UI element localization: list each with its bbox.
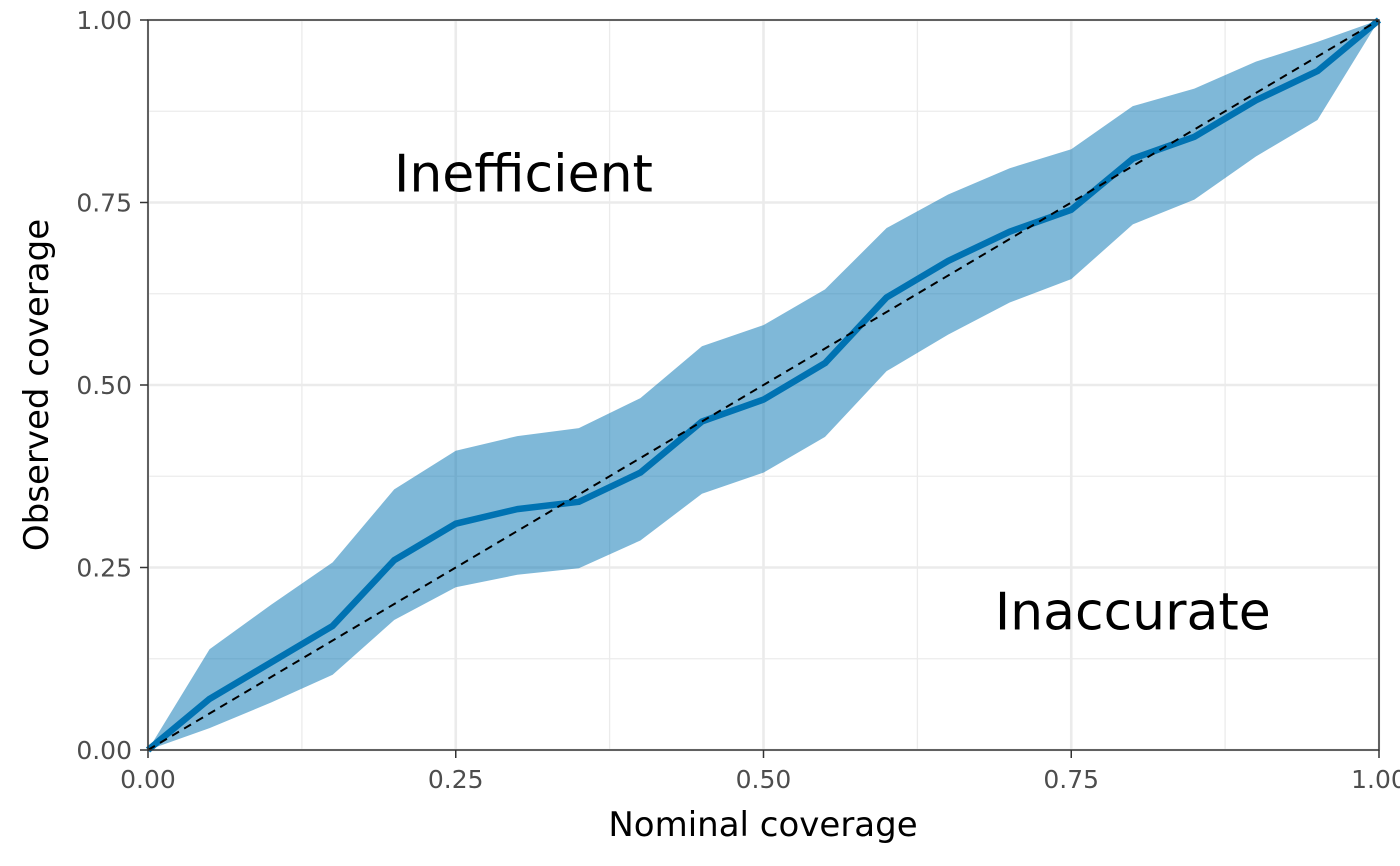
y-tick-label: 0.50 <box>76 371 132 400</box>
annotation-label: Inefficient <box>394 144 653 204</box>
identity-reference-line <box>147 19 1380 751</box>
x-tick-label: 0.00 <box>120 765 176 794</box>
y-tick-label: 0.75 <box>76 189 132 218</box>
x-axis-title: Nominal coverage <box>608 805 917 845</box>
y-tick-label: 0.25 <box>76 554 132 583</box>
reference-line-layer <box>147 19 1380 751</box>
annotation-label: Inaccurate <box>995 582 1271 642</box>
observed-coverage-line <box>145 17 1382 753</box>
x-tick-label: 0.75 <box>1043 765 1099 794</box>
y-tick-label: 0.00 <box>76 736 132 765</box>
x-tick-label: 0.50 <box>736 765 792 794</box>
coverage-line-layer <box>145 17 1382 753</box>
y-axis-title: Observed coverage <box>17 219 57 551</box>
x-tick-label: 0.25 <box>428 765 484 794</box>
x-tick-label: 1.00 <box>1351 765 1400 794</box>
axis-ticks: 0.00 0.25 0.50 0.75 1.00 0.00 0.25 0.50 0.75 1.00 <box>76 6 1400 794</box>
y-tick-label: 1.00 <box>76 6 132 35</box>
annotations: Inefficient Inaccurate <box>394 144 1271 642</box>
